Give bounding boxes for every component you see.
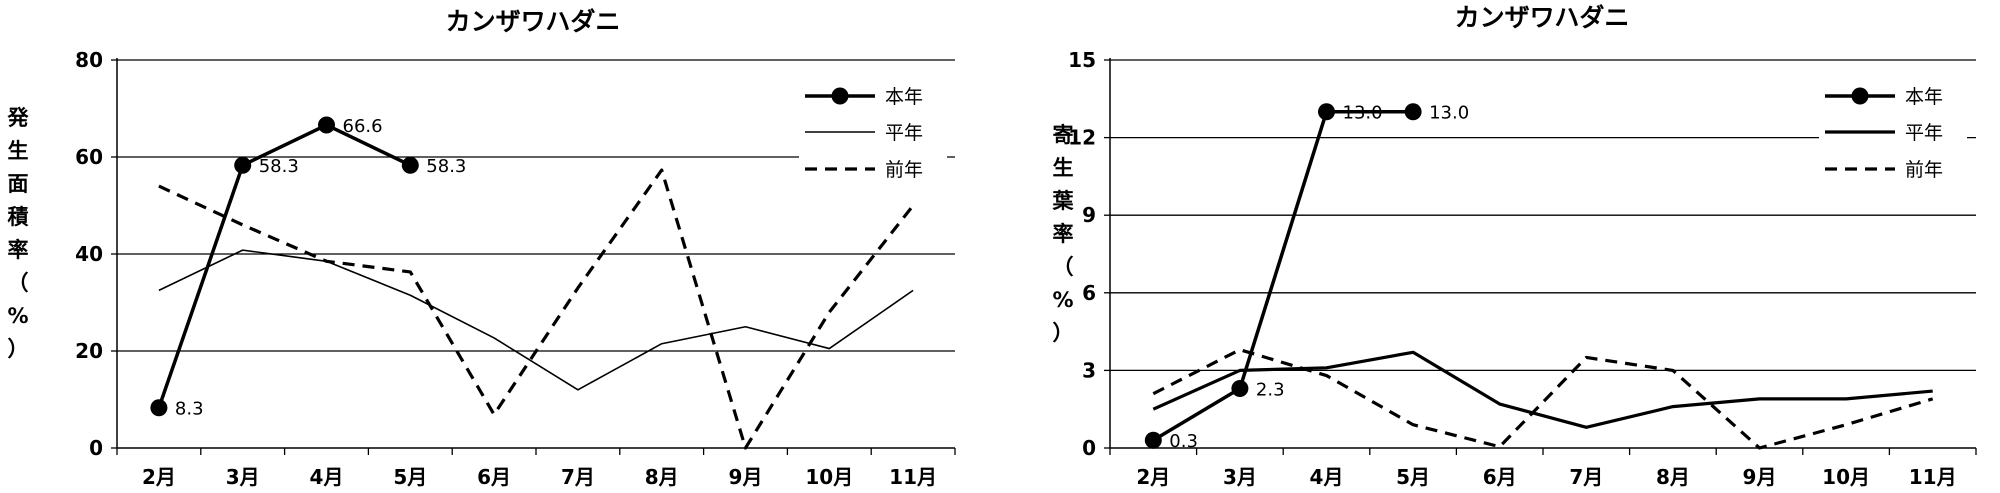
x-tick-label: 9月 (729, 465, 763, 489)
x-tick-label: 6月 (477, 465, 511, 489)
series-line-2 (1152, 348, 1934, 450)
data-label: 58.3 (426, 156, 466, 177)
y-tick-label: 6 (1082, 281, 1096, 305)
x-tick-label: 2月 (142, 465, 176, 489)
x-tick-label: 10月 (1822, 465, 1870, 489)
data-label: 13.0 (1343, 103, 1383, 124)
legend-label: 平年 (1905, 122, 1943, 144)
y-tick-label: 60 (75, 145, 103, 169)
data-point (1318, 103, 1335, 121)
x-tick-label: 2月 (1136, 465, 1170, 489)
legend-marker (831, 87, 849, 105)
series-line-0 (157, 123, 412, 409)
y-tick-label: 3 (1082, 358, 1096, 382)
x-tick-label: 6月 (1483, 465, 1517, 489)
y-tick-label: 15 (1068, 48, 1096, 72)
legend-bg (799, 151, 947, 181)
legend-label: 本年 (1905, 86, 1943, 108)
legend-label: 平年 (885, 122, 923, 144)
series-line-1 (1152, 350, 1933, 429)
data-point (1231, 380, 1249, 398)
y-axis-label: 発生面積率（%） (7, 106, 30, 361)
data-point (234, 156, 252, 174)
data-label: 13.0 (1429, 103, 1469, 124)
x-tick-label: 11月 (1909, 465, 1957, 489)
x-tick-label: 8月 (1656, 465, 1690, 489)
legend-bg (799, 78, 947, 108)
chart-right: カンザワハダニ 0 3 6 9 12 15 2月 3月 4月 5月 6月 7月 8月 9月 10月 11月 寄生葉… (1052, 3, 1977, 489)
x-tick-label: 9月 (1743, 465, 1777, 489)
data-point (318, 116, 335, 134)
y-axis-label: 寄生葉率（%） (1052, 123, 1075, 345)
y-tick-label: 12 (1068, 126, 1096, 150)
x-tick-label: 5月 (393, 465, 427, 489)
series-line-2 (158, 168, 915, 450)
data-label: 8.3 (175, 399, 204, 420)
chart-left: カンザワハダニ 0 20 40 60 80 2月 3月 4月 5月 6月 7月 8月 9月 10月 11月 発生… (7, 7, 956, 489)
y-tick-label: 80 (75, 48, 103, 72)
legend-marker (1851, 87, 1869, 105)
x-tick-label: 7月 (561, 465, 595, 489)
legend-label: 前年 (1905, 159, 1943, 181)
y-tick-label: 0 (1082, 436, 1096, 460)
data-point (150, 399, 168, 417)
x-tick-label: 3月 (1223, 465, 1257, 489)
legend-label: 本年 (885, 86, 923, 108)
data-label: 58.3 (259, 156, 299, 177)
series-line-0 (1152, 109, 1414, 442)
x-tick-label: 11月 (889, 465, 937, 489)
chart-title: カンザワハダニ (1455, 3, 1630, 32)
y-tick-label: 0 (89, 436, 103, 460)
data-label: 0.3 (1169, 431, 1198, 452)
legend-bg (1819, 78, 1967, 108)
y-tick-label: 40 (75, 242, 103, 266)
legend-label: 前年 (885, 159, 923, 181)
data-point (1404, 103, 1422, 121)
x-tick-label: 10月 (805, 465, 853, 489)
x-tick-label: 8月 (645, 465, 679, 489)
x-tick-label: 3月 (226, 465, 260, 489)
y-tick-label: 20 (75, 339, 103, 363)
x-tick-label: 7月 (1569, 465, 1603, 489)
series-line-1 (158, 249, 914, 391)
chart-title: カンザワハダニ (446, 7, 621, 36)
data-label: 66.6 (343, 116, 383, 137)
x-tick-label: 4月 (310, 465, 344, 489)
data-label: 2.3 (1256, 380, 1285, 401)
legend-bg (799, 114, 947, 144)
x-tick-label: 5月 (1396, 465, 1430, 489)
y-tick-label: 9 (1082, 203, 1096, 227)
legend-bg (1819, 114, 1967, 144)
data-point (401, 156, 419, 174)
data-point (1144, 431, 1162, 449)
legend-bg (1819, 151, 1967, 181)
x-tick-label: 4月 (1310, 465, 1344, 489)
